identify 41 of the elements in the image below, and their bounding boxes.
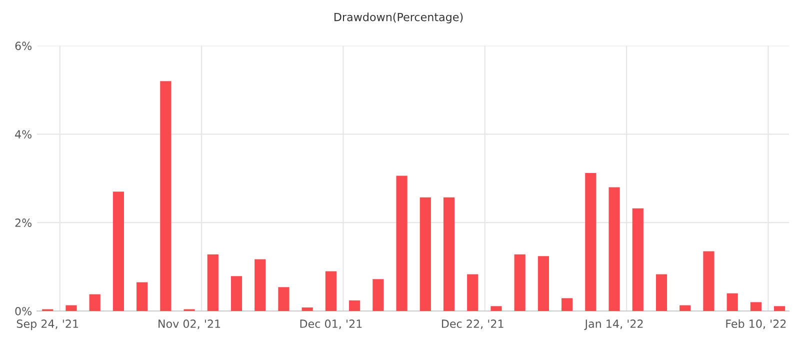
bar — [680, 305, 691, 311]
chart-title: Drawdown(Percentage) — [334, 12, 463, 24]
bar — [112, 192, 124, 311]
bar — [420, 197, 431, 311]
x-tick-label: Sep 24, '21 — [16, 320, 78, 330]
bar — [325, 271, 336, 311]
bar — [302, 307, 313, 311]
bar — [726, 293, 738, 311]
bar — [254, 259, 266, 311]
bar — [207, 254, 218, 311]
bar — [774, 306, 786, 311]
bar — [136, 282, 148, 311]
bar — [66, 305, 77, 311]
bar — [278, 287, 290, 311]
bar — [562, 298, 573, 311]
bar — [467, 274, 478, 311]
x-tick-label: Dec 22, '21 — [442, 320, 504, 330]
y-tick-label: 2% — [15, 218, 32, 227]
y-tick-label: 4% — [15, 130, 32, 139]
bar — [632, 208, 644, 311]
bar — [514, 254, 526, 311]
bar — [230, 276, 242, 311]
bar — [703, 251, 714, 311]
bar — [443, 197, 455, 311]
bar — [349, 300, 360, 311]
bar — [608, 187, 620, 311]
bar — [656, 274, 668, 311]
x-tick-label: Nov 02, '21 — [158, 320, 220, 330]
x-tick-label: Jan 14, '22 — [584, 320, 643, 330]
bar — [585, 173, 596, 311]
bar — [490, 306, 502, 311]
bar — [396, 176, 408, 311]
bar — [89, 294, 100, 311]
bar — [538, 256, 549, 311]
bar — [372, 279, 384, 311]
x-tick-label: Dec 01, '21 — [300, 320, 362, 330]
bar — [750, 302, 762, 311]
bar — [160, 81, 172, 311]
y-tick-label: 6% — [15, 42, 32, 50]
y-tick-label: 0% — [15, 306, 32, 316]
x-tick-label: Feb 10, '22 — [726, 319, 786, 330]
